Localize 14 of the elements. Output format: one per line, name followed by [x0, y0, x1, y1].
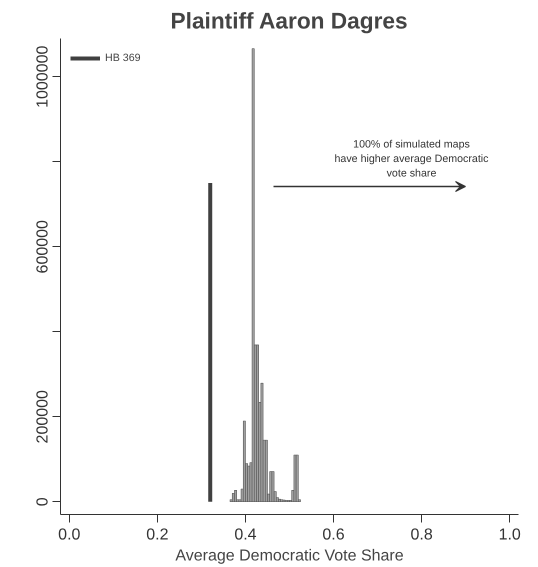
x-tick-label: 0.8	[410, 526, 433, 544]
x-axis-title: Average Democratic Vote Share	[175, 548, 404, 564]
legend-label: HB 369	[105, 52, 141, 64]
x-tick-label: 0.2	[146, 526, 169, 544]
annotation: 100% of simulated maps have higher average Democratic vote share	[334, 138, 490, 180]
y-tick-label: 200000	[34, 390, 52, 444]
y-tick-label: 600000	[34, 220, 52, 274]
x-tick-label: 0.0	[58, 526, 81, 544]
x-tick-label: 1.0	[498, 526, 521, 544]
x-tick-label: 0.6	[322, 526, 345, 544]
y-tick-label: 0	[34, 497, 52, 506]
y-tick-label: 1000000	[34, 46, 52, 108]
x-tick-label: 0.4	[234, 526, 257, 544]
chart-title: Plaintiff Aaron Dagres	[170, 8, 408, 34]
